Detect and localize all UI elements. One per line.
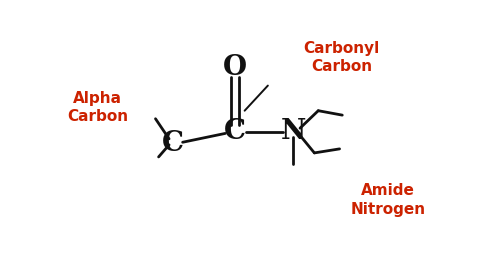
Text: O: O — [223, 54, 247, 81]
Text: C: C — [224, 118, 246, 145]
Text: Amide
Nitrogen: Amide Nitrogen — [350, 183, 426, 217]
Text: C: C — [162, 130, 184, 157]
Text: Carbonyl
Carbon: Carbonyl Carbon — [304, 41, 380, 74]
Text: Alpha
Carbon: Alpha Carbon — [67, 91, 128, 124]
Text: N: N — [280, 118, 306, 145]
